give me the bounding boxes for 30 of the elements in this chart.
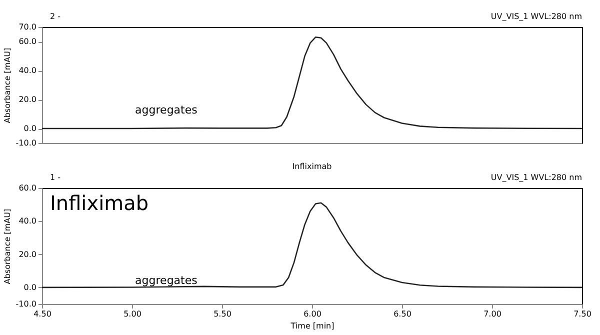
text: UV_VIS_1 WVL:280 nm [490, 12, 582, 21]
y-tick-label: 40.0 [18, 66, 36, 75]
x-axis-title: Time [min] [290, 322, 334, 330]
y-tick-label: 20.0 [18, 250, 36, 259]
text: 1 - [50, 173, 61, 182]
annotation: aggregates [135, 274, 198, 287]
x-tick-label: 5.50 [214, 310, 232, 318]
x-tick-label: 7.00 [484, 310, 502, 318]
annotation: Infliximab [50, 191, 149, 215]
y-tick-label: 20.0 [18, 95, 36, 104]
x-tick-label: 6.50 [394, 310, 412, 318]
text: 2 - [50, 12, 61, 21]
y-tick-label: 0.0 [24, 282, 36, 292]
y-tick-label: 60.0 [18, 184, 36, 192]
x-tick-label: 7.50 [574, 310, 592, 318]
y-axis-title: Absorbance [mAU] [2, 208, 12, 284]
x-tick-label: 6.00 [304, 310, 322, 318]
line-series [41, 36, 583, 130]
y-tick-label: 40.0 [18, 216, 36, 226]
chart-title: Infliximab [292, 162, 332, 171]
y-tick-label: 70.0 [18, 22, 36, 32]
x-tick-label: 5.00 [124, 310, 142, 318]
text: UV_VIS_1 WVL:280 nm [490, 173, 582, 182]
annotation: aggregates [135, 104, 198, 117]
y-tick-label: -10.0 [16, 300, 36, 308]
y-tick-label: -10.0 [16, 138, 36, 148]
y-tick-label: 0.0 [24, 124, 36, 133]
y-tick-label: 60.0 [18, 37, 36, 46]
y-axis-title: Absorbance [mAU] [2, 48, 12, 124]
x-tick-label: 4.50 [34, 310, 52, 318]
